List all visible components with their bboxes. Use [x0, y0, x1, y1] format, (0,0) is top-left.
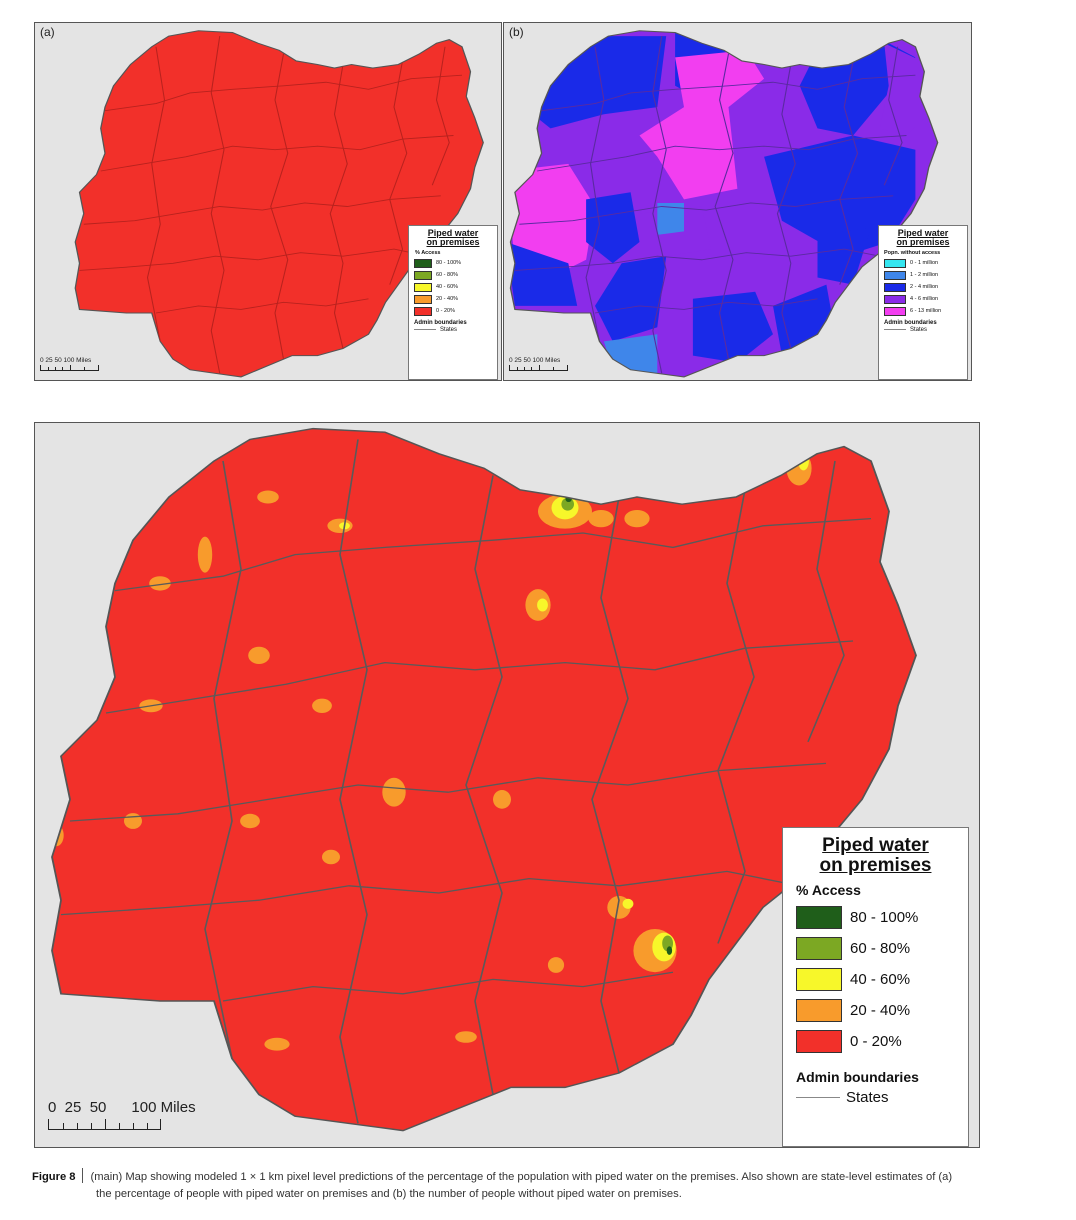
- legend-class-label: 20 - 40%: [850, 1001, 911, 1019]
- caption-divider: [81, 1168, 83, 1183]
- legend-main-title: Piped water on premises: [819, 835, 932, 876]
- legend-swatch: [796, 998, 842, 1022]
- panel-b-label: (b): [509, 25, 524, 39]
- legend-main-subtitle: % Access: [796, 881, 861, 898]
- legend-swatch: [884, 258, 906, 268]
- legend-class-row: 40 - 60%: [796, 967, 968, 991]
- legend-swatch: [884, 294, 906, 304]
- legend-class-label: 60 - 80%: [436, 272, 459, 279]
- legend-b-states: States: [884, 327, 967, 333]
- legend-panel-a: Piped water on premises % Access 80 - 10…: [408, 225, 498, 380]
- main-map-panel: Piped water on premises % Access 80 - 10…: [34, 422, 980, 1148]
- legend-swatch: [414, 306, 432, 316]
- caption-line-2: the percentage of people with piped wate…: [96, 1188, 682, 1200]
- legend-swatch: [414, 258, 432, 268]
- map-panel-a: (a) Piped water on premises % Access 80 …: [34, 22, 502, 381]
- legend-swatch: [414, 282, 432, 292]
- legend-b-title: Piped water on premises: [896, 228, 950, 248]
- legend-class-row: 80 - 100%: [414, 258, 497, 268]
- legend-class-row: 1 - 2 million: [884, 270, 967, 280]
- legend-class-label: 6 - 13 million: [910, 308, 942, 315]
- legend-class-row: 0 - 1 million: [884, 258, 967, 268]
- map-b-nigeria: [504, 23, 971, 380]
- legend-class-label: 40 - 60%: [850, 970, 911, 988]
- legend-class-label: 20 - 40%: [436, 296, 459, 303]
- caption-line-1: (main) Map showing modeled 1 × 1 km pixe…: [90, 1171, 953, 1183]
- legend-class-row: 20 - 40%: [414, 294, 497, 304]
- legend-a-title: Piped water on premises: [426, 228, 480, 248]
- legend-swatch: [884, 306, 906, 316]
- legend-class-row: 4 - 6 million: [884, 294, 967, 304]
- legend-panel-b: Piped water on premises Popn. without ac…: [878, 225, 968, 380]
- legend-main-states: States: [796, 1089, 968, 1106]
- legend-class-label: 80 - 100%: [850, 908, 919, 926]
- legend-b-admin-title: Admin boundaries: [884, 319, 937, 326]
- scale-bar-a: 0 25 50 100 Miles: [40, 357, 99, 371]
- states-line-icon: [414, 329, 436, 331]
- legend-main-admin-title: Admin boundaries: [796, 1068, 919, 1085]
- legend-class-label: 40 - 60%: [436, 284, 459, 291]
- legend-swatch: [414, 294, 432, 304]
- legend-class-row: 0 - 20%: [796, 1029, 968, 1053]
- legend-class-row: 20 - 40%: [796, 998, 968, 1022]
- figure-number: Figure 8: [32, 1171, 76, 1183]
- legend-class-label: 60 - 80%: [850, 939, 911, 957]
- legend-class-label: 0 - 20%: [850, 1032, 902, 1050]
- panel-a-label: (a): [40, 25, 55, 39]
- legend-swatch: [414, 270, 432, 280]
- legend-swatch: [796, 1029, 842, 1053]
- legend-class-row: 40 - 60%: [414, 282, 497, 292]
- legend-swatch: [796, 936, 842, 960]
- legend-swatch: [796, 905, 842, 929]
- scale-bar-b: 0 25 50 100 Miles: [509, 357, 568, 371]
- legend-main: Piped water on premises % Access 80 - 10…: [782, 827, 969, 1147]
- states-line-icon: [884, 329, 906, 331]
- legend-class-row: 0 - 20%: [414, 306, 497, 316]
- legend-class-row: 80 - 100%: [796, 905, 968, 929]
- legend-class-row: 6 - 13 million: [884, 306, 967, 316]
- legend-class-label: 1 - 2 million: [910, 272, 939, 279]
- legend-class-row: 2 - 4 million: [884, 282, 967, 292]
- legend-a-states: States: [414, 327, 497, 333]
- legend-a-admin-title: Admin boundaries: [414, 319, 467, 326]
- legend-a-subtitle: % Access: [415, 249, 441, 256]
- map-panel-b: (b): [503, 22, 972, 381]
- main-map-nigeria: [35, 423, 979, 1147]
- legend-swatch: [884, 270, 906, 280]
- legend-class-row: 60 - 80%: [796, 936, 968, 960]
- legend-swatch: [884, 282, 906, 292]
- legend-class-label: 2 - 4 million: [910, 284, 939, 291]
- legend-class-label: 4 - 6 million: [910, 296, 939, 303]
- legend-b-subtitle: Popn. without access: [884, 249, 941, 256]
- scale-bar-main: 0 25 50 100 Miles: [48, 1099, 196, 1130]
- states-line-icon: [796, 1096, 840, 1098]
- legend-swatch: [796, 967, 842, 991]
- legend-class-row: 60 - 80%: [414, 270, 497, 280]
- figure-caption: Figure 8 (main) Map showing modeled 1 × 1…: [32, 1168, 1047, 1203]
- legend-class-label: 0 - 20%: [436, 308, 455, 315]
- legend-class-label: 80 - 100%: [436, 260, 462, 267]
- legend-class-label: 0 - 1 million: [910, 260, 939, 267]
